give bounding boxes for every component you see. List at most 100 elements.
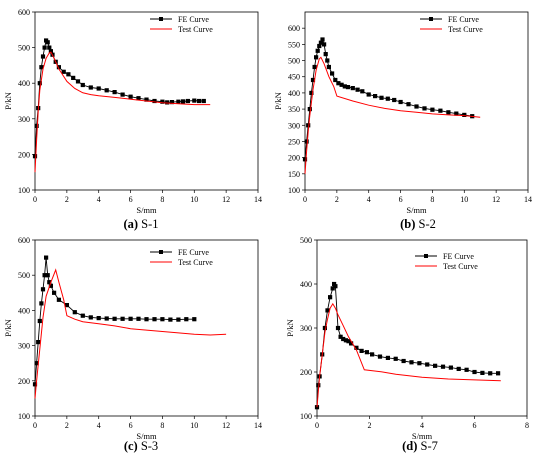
y-tick-label: 550 [288, 40, 300, 49]
subplot-caption: (d) S-7 [402, 439, 438, 453]
x-tick-label: 6 [129, 421, 133, 430]
x-tick-label: 12 [222, 421, 230, 430]
series-line [34, 51, 211, 173]
y-tick-label: 450 [288, 73, 300, 82]
data-point [80, 313, 85, 318]
data-point [406, 102, 411, 107]
x-tick-label: 8 [160, 421, 164, 430]
y-tick-label: 200 [18, 150, 30, 159]
series-fe-curve [32, 38, 206, 159]
legend-label: Test Curve [178, 258, 213, 267]
data-point [165, 100, 170, 105]
data-point [34, 123, 39, 128]
x-tick-label: 2 [65, 421, 69, 430]
data-point [325, 308, 330, 313]
x-axis-label: S/mm [406, 205, 427, 215]
x-tick-label: 4 [420, 421, 424, 430]
data-point [318, 40, 323, 45]
data-point [48, 283, 53, 288]
series-line [316, 282, 499, 408]
data-point [430, 107, 435, 112]
data-point [34, 361, 39, 366]
data-point [37, 318, 42, 324]
x-tick-label: 6 [399, 195, 403, 204]
data-point [120, 316, 125, 321]
data-point [433, 363, 438, 368]
data-point [341, 336, 346, 342]
data-point [160, 317, 165, 322]
data-point [192, 317, 197, 322]
data-point [333, 284, 338, 289]
legend-marker [159, 250, 163, 254]
y-tick-label: 600 [288, 24, 300, 33]
data-point [302, 157, 308, 162]
data-point [496, 371, 501, 376]
data-point [343, 338, 348, 343]
data-point [438, 108, 443, 113]
data-point [104, 316, 109, 321]
subplot-caption: (a) S-1 [123, 217, 158, 231]
data-point [56, 65, 61, 70]
y-tick-label: 500 [18, 44, 30, 53]
y-axis-label: P/kN [285, 319, 295, 336]
data-point [448, 365, 453, 370]
y-tick-label: 250 [288, 137, 300, 146]
data-point [181, 99, 186, 104]
data-point [338, 334, 343, 339]
data-point [342, 84, 347, 89]
y-tick-label: 500 [18, 271, 30, 280]
data-point [39, 65, 44, 70]
y-axis-label: P/kN [3, 92, 13, 109]
x-tick-label: 12 [492, 195, 500, 204]
data-point [32, 382, 38, 387]
data-point [393, 356, 398, 361]
series-line [316, 302, 501, 408]
data-point [320, 37, 325, 42]
data-point [304, 139, 309, 144]
data-point [349, 341, 354, 346]
y-axis-label: P/kN [273, 92, 283, 109]
x-tick-label: 14 [254, 421, 262, 430]
plot-frame [34, 11, 259, 191]
data-point [360, 89, 365, 94]
legend-marker [159, 17, 163, 21]
series-line [304, 56, 481, 174]
data-point [88, 85, 93, 90]
x-tick-label: 8 [430, 195, 434, 204]
data-point [144, 317, 149, 322]
subplot-caption: (c) S-3 [124, 439, 158, 453]
series-test-curve [304, 56, 481, 174]
data-point [185, 98, 190, 104]
data-point [414, 104, 419, 109]
data-point [317, 43, 322, 49]
x-axis-label: S/mm [412, 431, 433, 441]
data-point [64, 303, 69, 308]
data-point [322, 42, 327, 47]
caption-letter: (b) [400, 217, 415, 231]
data-point [385, 96, 390, 101]
data-point [71, 75, 76, 80]
data-point [176, 99, 181, 104]
caption-letter: (c) [124, 439, 138, 453]
data-point [176, 317, 181, 322]
legend-label: FE Curve [443, 252, 474, 261]
y-axis-label: P/kN [3, 319, 13, 336]
y-tick-label: 300 [18, 342, 30, 351]
data-point [37, 81, 42, 86]
data-point [201, 98, 206, 104]
data-point [306, 123, 311, 128]
data-point [345, 85, 351, 90]
data-point [440, 364, 446, 369]
data-point [350, 86, 355, 91]
y-tick-label: 300 [288, 121, 300, 130]
data-point [40, 287, 46, 292]
x-tick-label: 4 [97, 421, 101, 430]
data-point [330, 71, 335, 76]
data-point [112, 90, 117, 95]
subplot-s7: 0 2 4 6 8 100 200 300 400 500 S/mm P/kN FE CurveTest… [285, 236, 529, 453]
series-fe-curve [314, 281, 501, 410]
y-tick-label: 350 [288, 105, 300, 114]
x-tick-label: 0 [303, 195, 307, 204]
